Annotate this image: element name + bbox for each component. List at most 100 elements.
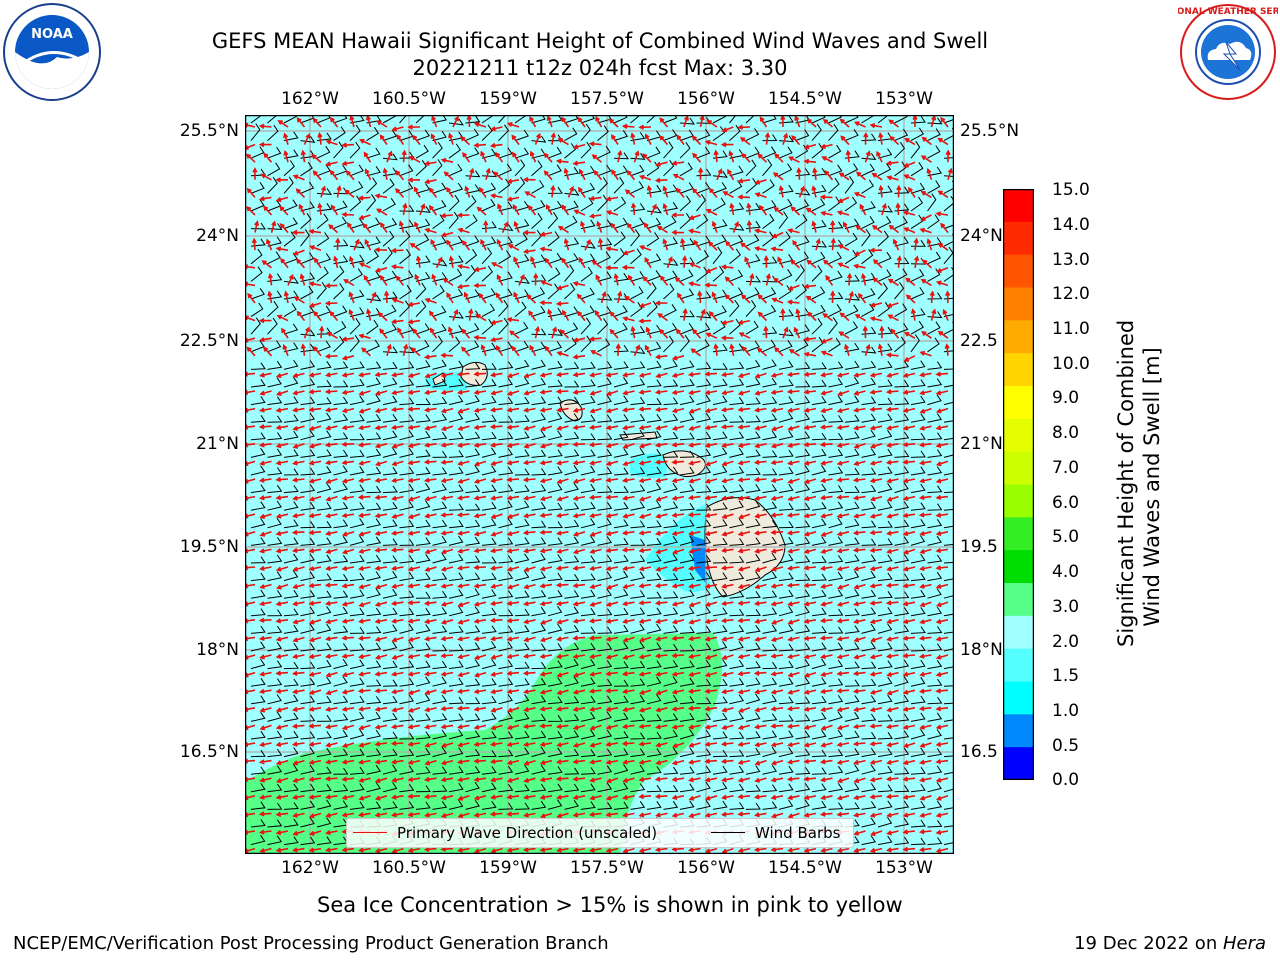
- wave-direction-arrow: [771, 425, 784, 432]
- wave-direction-arrow: [346, 221, 355, 234]
- wave-direction-arrow: [424, 548, 437, 555]
- wave-direction-arrow: [787, 847, 800, 853]
- wind-barb: [894, 282, 905, 300]
- wind-barb: [498, 361, 514, 370]
- wave-direction-arrow: [506, 372, 520, 379]
- wave-direction-arrow: [741, 294, 751, 304]
- wave-direction-arrow: [440, 530, 454, 536]
- wind-barb: [613, 130, 629, 142]
- wave-direction-arrow: [325, 478, 338, 484]
- wave-direction-arrow: [556, 847, 569, 853]
- wave-direction-arrow: [846, 272, 853, 286]
- wave-direction-arrow: [704, 495, 718, 501]
- wind-barb: [547, 730, 563, 740]
- wave-direction-arrow: [886, 513, 899, 519]
- wave-direction-arrow: [621, 477, 635, 483]
- wind-barb: [877, 397, 893, 406]
- wind-barb: [267, 377, 282, 388]
- wave-direction-arrow: [556, 653, 569, 660]
- wind-barb: [399, 300, 411, 317]
- wave-direction-arrow: [794, 115, 801, 128]
- wind-barb: [448, 572, 464, 582]
- wave-direction-arrow: [258, 123, 272, 129]
- wave-direction-arrow: [431, 115, 438, 128]
- wave-direction-arrow: [572, 372, 586, 378]
- wind-barb: [778, 184, 794, 194]
- wave-direction-arrow: [659, 135, 669, 146]
- wind-barb: [564, 767, 580, 775]
- wave-direction-arrow: [457, 742, 470, 748]
- wave-direction-arrow: [576, 293, 586, 304]
- wave-direction-arrow: [374, 847, 388, 854]
- wave-direction-arrow: [754, 689, 767, 695]
- wind-barb: [861, 835, 877, 846]
- wave-direction-arrow: [544, 257, 553, 269]
- wind-barb: [283, 231, 296, 247]
- wind-barb: [399, 164, 414, 177]
- wave-direction-arrow: [539, 671, 553, 677]
- wave-direction-arrow: [281, 327, 289, 339]
- wave-direction-arrow: [539, 583, 553, 589]
- wave-direction-arrow: [429, 327, 438, 339]
- wave-direction-arrow: [572, 495, 586, 501]
- wave-direction-arrow: [945, 290, 951, 304]
- wave-direction-arrow: [296, 310, 306, 322]
- wind-barb: [300, 817, 315, 828]
- wave-direction-arrow: [593, 169, 603, 181]
- wind-barb: [597, 695, 613, 705]
- wave-direction-arrow: [688, 530, 701, 536]
- wind-barb: [778, 521, 794, 529]
- colorbar-label-10: 5.0: [1052, 527, 1080, 547]
- wave-direction-arrow: [506, 759, 520, 766]
- wind-barb: [448, 606, 464, 617]
- wind-barb: [481, 362, 497, 370]
- wave-direction-arrow: [456, 688, 470, 694]
- wave-direction-arrow: [754, 513, 767, 519]
- map-panel[interactable]: [244, 114, 955, 855]
- wind-barb: [382, 304, 397, 318]
- wave-direction-arrow: [523, 566, 536, 572]
- wave-direction-arrow: [258, 317, 272, 324]
- wave-direction-arrow: [506, 794, 520, 800]
- wave-direction-arrow: [820, 460, 833, 466]
- wave-direction-arrow: [624, 295, 635, 304]
- wind-barb: [679, 677, 695, 687]
- wave-direction-arrow: [624, 189, 636, 199]
- wind-barb: [366, 339, 380, 353]
- wave-direction-arrow: [935, 688, 949, 694]
- wave-direction-arrow: [539, 566, 553, 572]
- wind-barb: [630, 164, 645, 177]
- colorbar-label-7: 8.0: [1052, 423, 1080, 443]
- wind-barb: [399, 115, 408, 124]
- wind-barb: [333, 216, 348, 230]
- wave-direction-arrow: [737, 583, 751, 590]
- wind-barb: [795, 783, 811, 793]
- wind-barb: [267, 537, 283, 546]
- wave-direction-arrow: [292, 583, 305, 590]
- wind-barb: [267, 115, 278, 124]
- wind-barb: [399, 571, 415, 582]
- wave-direction-arrow: [605, 460, 619, 466]
- wave-direction-arrow: [263, 205, 273, 216]
- wave-direction-arrow: [407, 847, 421, 853]
- wave-direction-arrow: [903, 161, 916, 168]
- wave-direction-arrow: [523, 706, 536, 713]
- wave-direction-arrow: [872, 259, 883, 269]
- wind-barb: [415, 801, 431, 810]
- wind-barb: [894, 397, 910, 406]
- wind-barb: [877, 642, 893, 652]
- wind-barb: [745, 287, 760, 300]
- wind-barb: [877, 591, 893, 599]
- wind-barb: [861, 163, 875, 177]
- wave-direction-arrow: [476, 206, 487, 216]
- wind-barb: [366, 147, 381, 159]
- wind-barb: [861, 589, 877, 599]
- wind-barb: [267, 290, 283, 300]
- wave-direction-arrow: [704, 777, 718, 783]
- wave-direction-arrow: [308, 228, 322, 235]
- wind-barb: [745, 765, 761, 775]
- wave-direction-arrow: [473, 671, 487, 678]
- wind-barb: [531, 695, 547, 705]
- wave-direction-arrow: [704, 442, 718, 448]
- wave-direction-arrow: [407, 812, 421, 818]
